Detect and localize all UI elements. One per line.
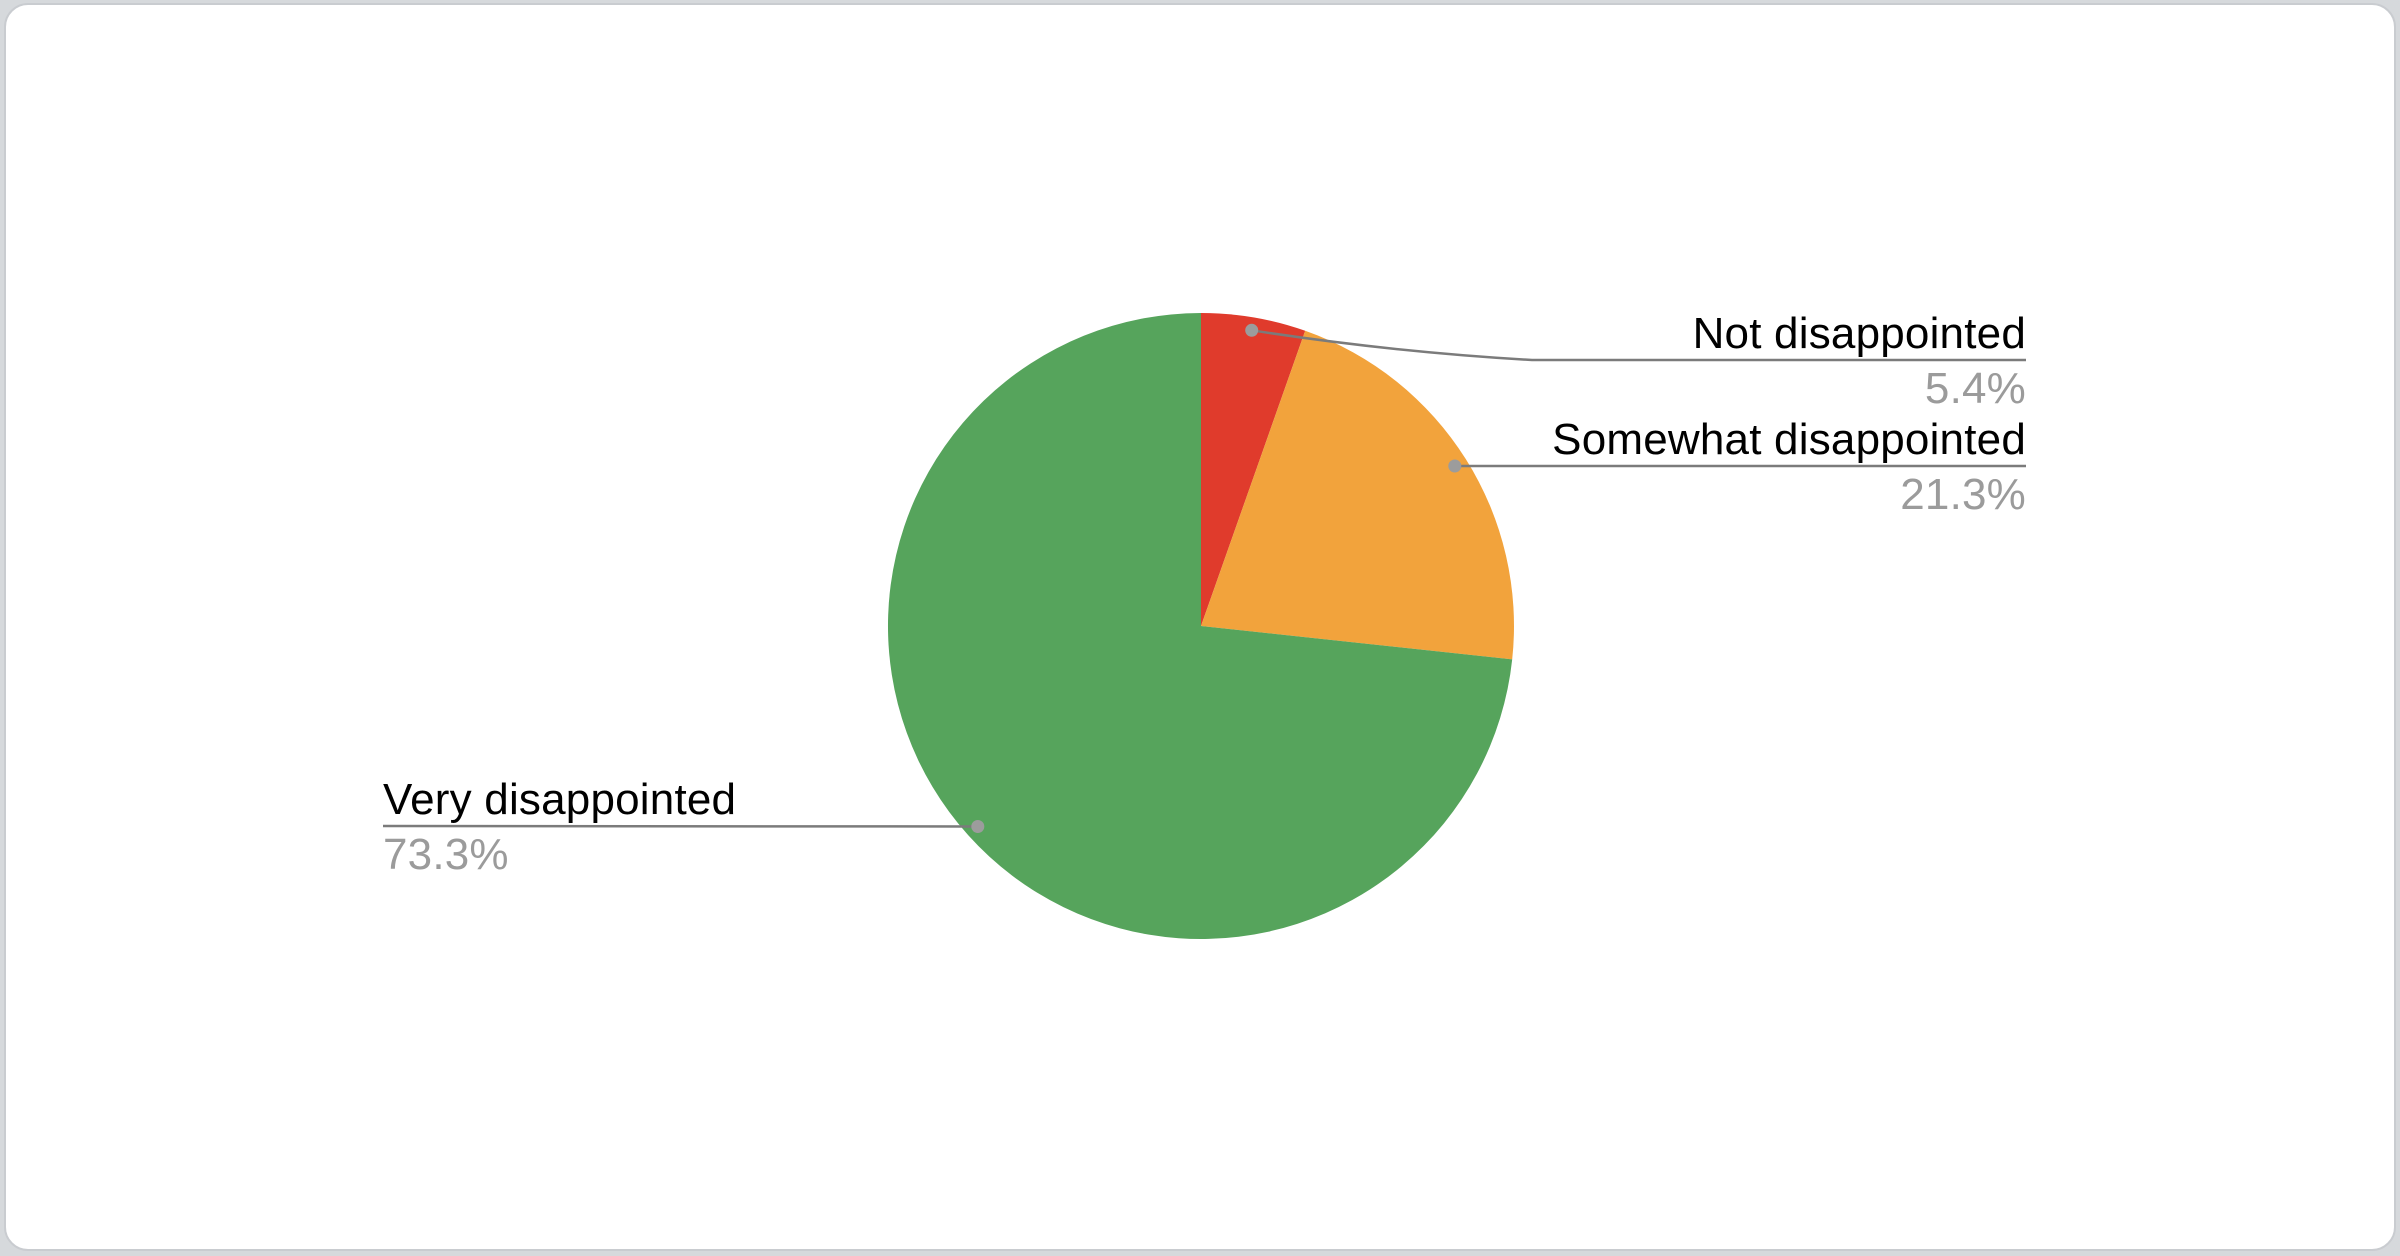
callout-somewhat-disappointed: Somewhat disappointed 21.3% (1552, 418, 2026, 517)
slice-percent: 5.4% (1924, 364, 2026, 413)
callout-very-disappointed: Very disappointed 73.3% (383, 778, 736, 877)
pie-slice-not-disappointed[interactable] (1201, 312, 1306, 626)
slice-label: Somewhat disappointed (1552, 415, 2026, 464)
leader-dot (1245, 323, 1259, 337)
pie-slice-somewhat-disappointed[interactable] (1201, 330, 1514, 660)
leader-line (382, 824, 978, 828)
leader-dot (1448, 459, 1462, 473)
slice-label: Not disappointed (1692, 309, 2026, 358)
leader-line (1251, 329, 2026, 362)
leader-dot (971, 820, 985, 833)
slice-percent: 21.3% (1900, 470, 2026, 519)
pie-slice-very-disappointed[interactable] (887, 313, 1513, 939)
pie-slices (887, 312, 1514, 939)
callout-not-disappointed: Not disappointed 5.4% (1693, 312, 2026, 411)
slice-label: Very disappointed (383, 775, 737, 824)
slice-percent: 73.3% (383, 830, 509, 879)
leader-lines (382, 323, 2026, 833)
